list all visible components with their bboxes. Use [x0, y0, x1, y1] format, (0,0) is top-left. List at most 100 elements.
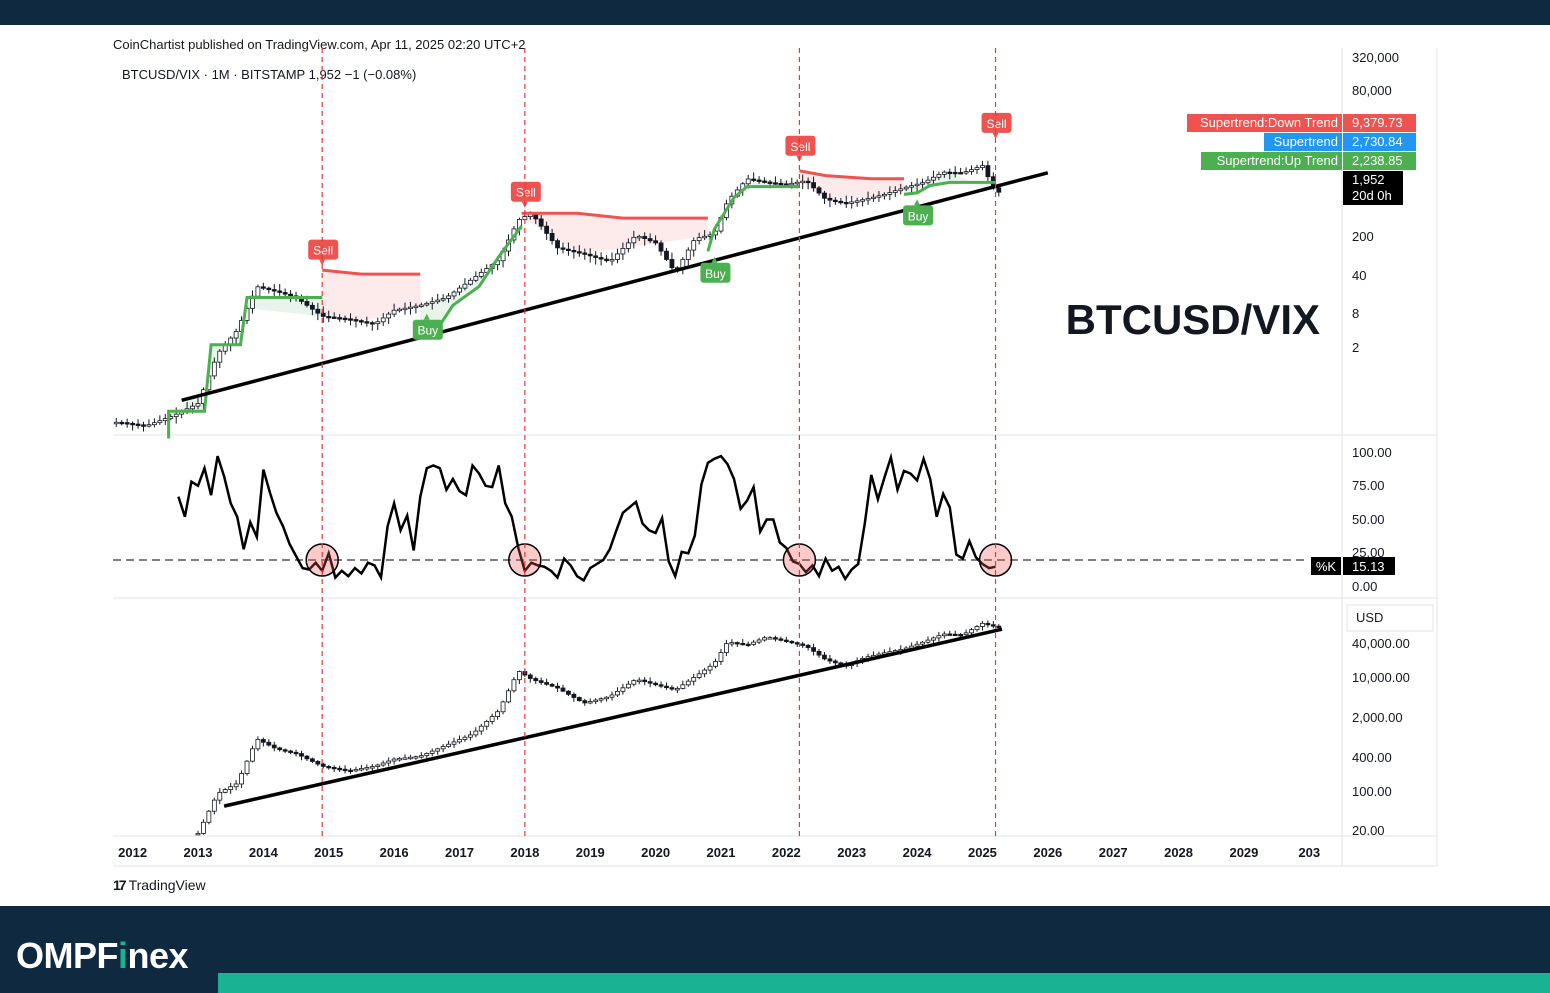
price-candle — [811, 182, 816, 189]
usd-candle — [549, 683, 555, 687]
price-candle — [413, 305, 419, 309]
price-candle — [969, 169, 974, 172]
price-candle — [457, 287, 462, 293]
price-candle — [141, 424, 146, 427]
usd-candle — [364, 767, 370, 770]
usd-candle — [359, 768, 364, 771]
legend-value: 2,238.85 — [1352, 153, 1403, 168]
price-candle — [980, 165, 985, 169]
usd-candle — [244, 760, 250, 774]
time-tick-label: 2020 — [641, 845, 670, 860]
top-bar — [0, 0, 1550, 25]
price-tick-label: 200 — [1352, 229, 1374, 244]
price-candle — [691, 240, 697, 251]
price-candle — [130, 422, 136, 426]
usd-candle — [440, 746, 446, 750]
price-candle — [582, 252, 588, 255]
legend-label-bg — [1201, 152, 1342, 170]
time-tick-label: 2028 — [1164, 845, 1193, 860]
usd-candle — [506, 690, 511, 703]
usd-candle — [484, 721, 490, 727]
usd-candle — [822, 654, 827, 660]
usd-candle — [489, 716, 495, 722]
usd-candle — [304, 755, 310, 760]
price-candle — [162, 418, 168, 422]
tradingview-label: TradingView — [128, 877, 206, 893]
usd-candle — [582, 700, 588, 704]
price-candle — [233, 331, 239, 339]
usd-candle — [680, 684, 686, 689]
usd-candle — [631, 680, 637, 685]
price-candle — [756, 179, 762, 182]
sell-signal-pointer — [992, 132, 999, 139]
price-candle — [576, 251, 582, 254]
price-candle — [359, 320, 364, 323]
currency-selector — [1346, 604, 1434, 632]
usd-candle — [527, 674, 533, 679]
sell-signal-label: Sell — [516, 186, 536, 200]
price-candle — [478, 272, 484, 277]
usd-candle — [446, 743, 451, 747]
usd-candle — [342, 768, 348, 772]
brand-part2: nex — [127, 935, 189, 976]
usd-candle — [952, 633, 958, 637]
usd-candle — [331, 766, 337, 770]
price-candle — [435, 299, 441, 303]
time-tick-label: 2019 — [576, 845, 605, 860]
price-candle — [996, 187, 1002, 193]
stoch-tick-label: 50.00 — [1352, 512, 1385, 527]
price-candle — [135, 423, 141, 426]
time-tick-label: 2016 — [380, 845, 409, 860]
price-candle — [963, 171, 969, 174]
usd-candle — [985, 622, 991, 626]
price-candle — [625, 242, 631, 249]
usd-candle — [217, 791, 223, 801]
usd-candle — [277, 747, 283, 751]
sell-signal-label: Sell — [790, 140, 810, 154]
usd-candle — [642, 679, 648, 683]
usd-tick-label: 2,000.00 — [1352, 710, 1403, 725]
time-tick-label: 2014 — [249, 845, 279, 860]
buy-signal-label: Buy — [705, 267, 726, 281]
stoch-tick-label: 25.00 — [1352, 545, 1385, 560]
usd-candle — [794, 642, 800, 645]
price-candle — [615, 253, 620, 260]
usd-candle — [773, 637, 778, 640]
time-tick-label: 2018 — [510, 845, 539, 860]
usd-candle — [800, 643, 806, 646]
price-candle — [909, 185, 915, 188]
usd-candle — [293, 751, 299, 755]
legend-value-bg — [1343, 133, 1416, 151]
usd-candle — [729, 642, 735, 645]
usd-candle — [696, 673, 702, 678]
tradingview-logo[interactable]: 17 TradingView — [113, 877, 206, 893]
symbol-info: BTCUSD/VIX · 1M · BITSTAMP 1,952 −1 (−0.… — [122, 67, 417, 82]
price-candle — [865, 198, 871, 201]
usd-candle — [990, 624, 996, 627]
price-candle — [685, 249, 691, 260]
usd-candle — [408, 756, 413, 760]
price-candle — [260, 286, 266, 289]
usd-candle — [462, 736, 468, 740]
buy-signal-pointer — [423, 313, 430, 320]
price-candle — [157, 420, 163, 424]
usd-candle — [816, 650, 822, 656]
usd-candle — [941, 633, 947, 637]
usd-candle — [211, 799, 217, 812]
buy-signal — [903, 205, 934, 226]
price-candle — [920, 182, 925, 185]
usd-candle — [734, 642, 740, 645]
usd-candle — [337, 767, 343, 771]
uptrend-fill — [168, 297, 323, 439]
price-candle — [881, 193, 887, 197]
usd-tick-label: 40,000.00 — [1352, 636, 1410, 651]
sell-signal-label: Sell — [987, 117, 1007, 131]
price-candle — [119, 421, 125, 425]
price-candle — [326, 316, 332, 319]
price-candle — [462, 283, 468, 289]
price-candle — [386, 313, 392, 319]
usd-candle — [745, 643, 751, 647]
usd-candle — [195, 832, 201, 836]
usd-candle — [724, 643, 729, 653]
teal-stripe — [218, 973, 1550, 993]
